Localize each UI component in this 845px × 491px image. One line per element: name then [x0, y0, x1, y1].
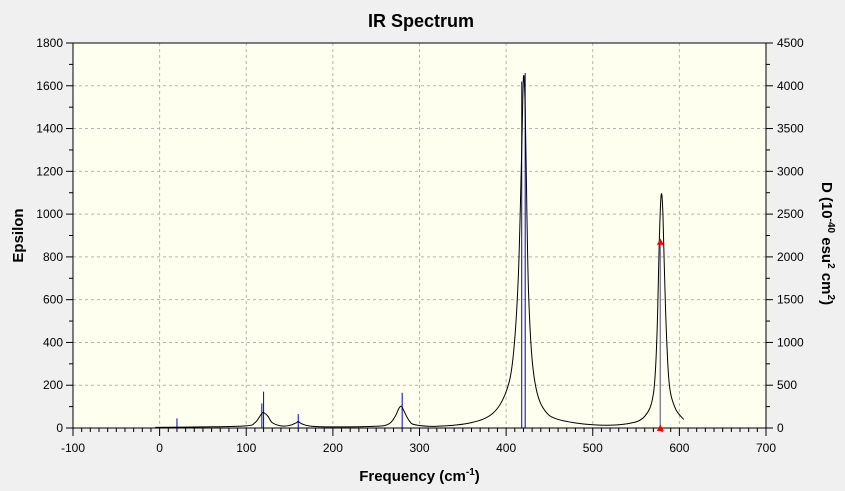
x-axis-title-end: ) [475, 468, 480, 485]
y-axis-right-title: D (10-40 esu2 cm2) [818, 182, 836, 305]
y-right-tick-label: 0 [777, 421, 784, 435]
y-right-tick-label: 500 [777, 378, 797, 392]
spectrum-curve [155, 75, 685, 428]
y-left-tick-label: 1600 [36, 79, 63, 93]
x-tick-label: 700 [756, 441, 776, 455]
y-left-tick-label: 200 [43, 378, 63, 392]
y-right-tick-label: 1500 [777, 293, 804, 307]
chart-title: IR Spectrum [368, 11, 474, 31]
x-tick-label: 400 [496, 441, 516, 455]
y-right-tick-label: 4000 [777, 79, 804, 93]
y-left-tick-label: 1400 [36, 122, 63, 136]
selection-marker [656, 238, 664, 245]
y-left-tick-label: 1800 [36, 36, 63, 50]
y-right-tick-label: 3000 [777, 164, 804, 178]
x-tick-label: 0 [156, 441, 163, 455]
x-axis-title-main: Frequency (cm [359, 468, 466, 485]
data-layer [155, 72, 685, 431]
y-left-tick-label: 800 [43, 250, 63, 264]
x-tick-label: 300 [409, 441, 429, 455]
y-right-title-part: 2 [825, 263, 836, 269]
y-right-tick-label: 1000 [777, 335, 804, 349]
selection-marker [656, 424, 664, 431]
y-right-tick-label: 2000 [777, 250, 804, 264]
y-left-tick-label: 1200 [36, 164, 63, 178]
y-right-title-part: ) [818, 300, 835, 305]
y-right-tick-label: 3500 [777, 122, 804, 136]
x-tick-label: -100 [61, 441, 85, 455]
y-axis-left-title: Epsilon [10, 208, 27, 262]
x-tick-label: 100 [236, 441, 256, 455]
y-right-title-part: esu [818, 233, 835, 263]
y-left-tick-label: 400 [43, 335, 63, 349]
y-left-tick-label: 0 [56, 421, 63, 435]
x-tick-label: 200 [323, 441, 343, 455]
y-left-tick-label: 1000 [36, 207, 63, 221]
y-right-tick-label: 2500 [777, 207, 804, 221]
y-left-tick-label: 600 [43, 293, 63, 307]
x-axis-title: Frequency (cm-1) [359, 467, 480, 485]
y-right-title-part: 2 [825, 295, 836, 301]
y-right-tick-label: 4500 [777, 36, 804, 50]
axes: -100 0 100 200 300 400 500 600 70002004006008001… [36, 36, 804, 455]
x-axis-title-sup: -1 [466, 467, 475, 478]
x-tick-label: 600 [669, 441, 689, 455]
y-right-title-part: -40 [825, 219, 836, 234]
y-right-title-part: D (10 [818, 182, 835, 219]
x-tick-label: 500 [583, 441, 603, 455]
grid-lines [73, 43, 766, 428]
y-right-title-part: cm [818, 269, 835, 295]
